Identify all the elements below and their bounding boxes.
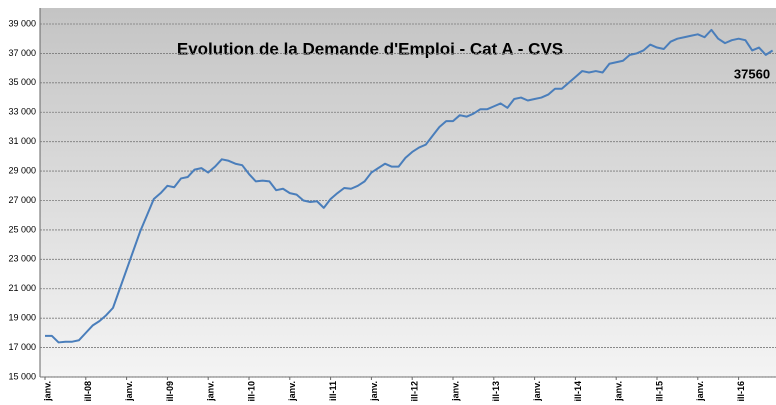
y-tick-label: 35 000	[8, 77, 36, 87]
x-tick-label: ill-15	[654, 381, 664, 402]
y-tick-label: 31 000	[8, 136, 36, 146]
annotation: 37560	[734, 66, 770, 81]
y-tick-label: 21 000	[8, 283, 36, 293]
x-tick-label: janv.	[124, 381, 134, 402]
y-tick-label: 33 000	[8, 107, 36, 117]
y-tick-label: 25 000	[8, 224, 36, 234]
x-tick-label: ill-10	[246, 381, 256, 402]
y-tick-label: 39 000	[8, 18, 36, 28]
y-tick-label: 23 000	[8, 254, 36, 264]
y-tick-label: 17 000	[8, 342, 36, 352]
x-tick-label: ill-16	[736, 381, 746, 402]
chart-title: Evolution de la Demande d'Emploi - Cat A…	[177, 39, 563, 58]
y-tick-label: 37 000	[8, 48, 36, 58]
x-tick-label: janv.	[695, 381, 705, 402]
x-tick-label: janv.	[206, 381, 216, 402]
y-tick-label: 15 000	[8, 371, 36, 381]
x-tick-label: ill-08	[83, 381, 93, 402]
x-tick-label: janv.	[42, 381, 52, 402]
y-tick-label: 19 000	[8, 313, 36, 323]
x-tick-label: janv.	[369, 381, 379, 402]
x-tick-label: ill-09	[165, 381, 175, 402]
x-tick-label: ill-11	[328, 381, 338, 401]
x-tick-label: ill-13	[491, 381, 501, 402]
x-tick-label: janv.	[450, 381, 460, 402]
line-series	[45, 28, 774, 344]
x-tick-label: ill-12	[410, 381, 420, 402]
x-tick-label: janv.	[287, 381, 297, 402]
x-tick-label: janv.	[532, 381, 542, 402]
x-tick-label: janv.	[614, 381, 624, 402]
x-tick-label: ill-14	[573, 381, 583, 402]
y-tick-label: 27 000	[8, 195, 36, 205]
y-tick-label: 29 000	[8, 165, 36, 175]
plot-area	[40, 8, 776, 377]
